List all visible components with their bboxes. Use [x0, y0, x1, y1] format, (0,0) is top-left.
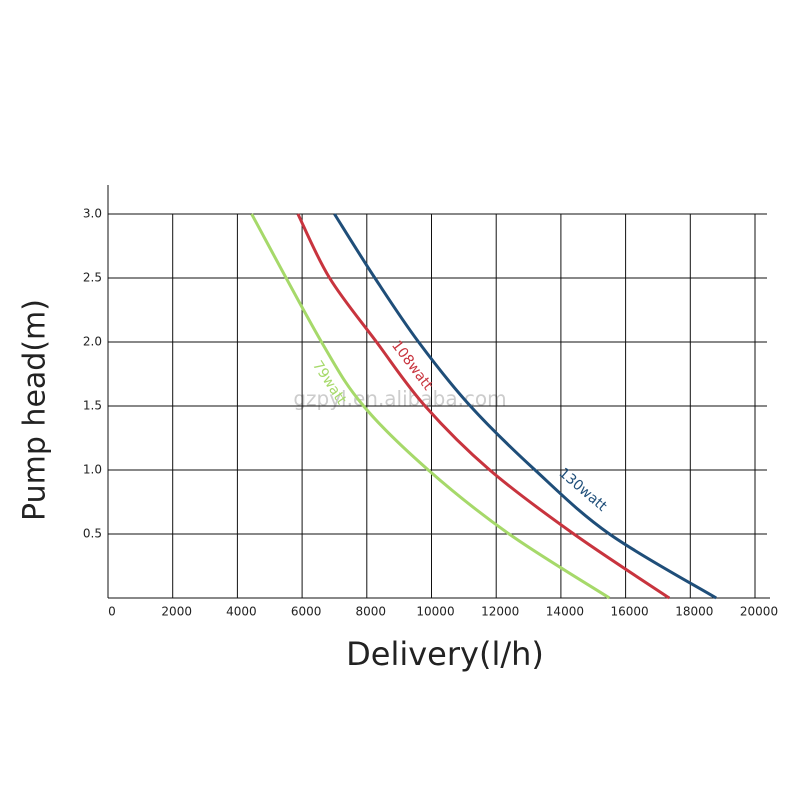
curve	[296, 213, 671, 600]
y-tick-label: 2.5	[83, 271, 102, 285]
y-axis-label: Pump head(m)	[18, 299, 53, 521]
y-tick-label: 2.0	[83, 335, 102, 349]
x-tick-label: 10000	[416, 605, 454, 619]
x-tick-label: 16000	[611, 605, 649, 619]
x-tick-label: 8000	[356, 605, 387, 619]
y-tick-label: 3.0	[83, 207, 102, 221]
series-label: 130watt	[556, 465, 611, 515]
curve	[333, 213, 717, 600]
x-tick-label: 2000	[161, 605, 192, 619]
x-tick-label: 14000	[546, 605, 584, 619]
y-tick-label: 0.5	[83, 527, 102, 541]
x-tick-label: 12000	[481, 605, 519, 619]
x-axis-label: Delivery(l/h)	[346, 635, 544, 673]
x-tick-label: 20000	[740, 605, 778, 619]
x-tick-label: 6000	[291, 605, 322, 619]
x-tick-label: 4000	[226, 605, 257, 619]
y-tick-label: 1.5	[83, 399, 102, 413]
x-tick-label: 0	[108, 605, 116, 619]
y-tick-label: 1.0	[83, 463, 102, 477]
curve	[250, 213, 611, 600]
x-tick-label: 18000	[675, 605, 713, 619]
